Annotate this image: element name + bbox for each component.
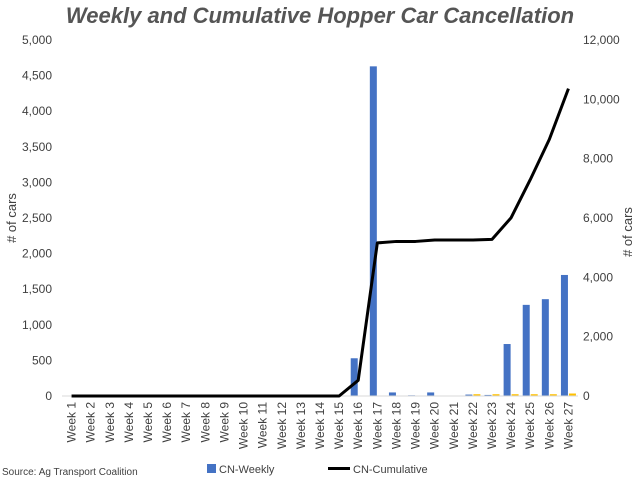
x-tick-label: Week 15 <box>332 402 346 449</box>
x-tick-label: Week 18 <box>389 402 403 449</box>
left-tick-label: 4,000 <box>22 104 52 118</box>
secondary-bar <box>511 394 519 396</box>
x-tick-label: Week 17 <box>370 402 384 449</box>
cumulative-line <box>71 88 570 398</box>
x-tick-label: Week 2 <box>84 402 98 443</box>
x-tick-label: Week 25 <box>523 402 537 449</box>
left-tick-label: 2,500 <box>22 211 52 225</box>
x-tick-label: Week 8 <box>198 402 212 443</box>
chart-title: Weekly and Cumulative Hopper Car Cancell… <box>66 3 574 28</box>
right-tick-label: 4,000 <box>583 270 613 284</box>
x-tick-label: Week 23 <box>485 402 499 449</box>
right-axis-label: # of cars <box>620 207 635 257</box>
x-tick-label: Week 5 <box>141 402 155 443</box>
left-axis-label: # of cars <box>4 193 19 243</box>
x-tick-label: Week 21 <box>447 402 461 449</box>
x-tick-label: Week 7 <box>179 402 193 443</box>
line-series-group <box>71 88 570 398</box>
left-tick-label: 2,000 <box>22 247 52 261</box>
left-tick-label: 3,500 <box>22 140 52 154</box>
secondary-bar <box>549 394 557 396</box>
x-axis-tick-labels: Week 1 Week 2 Week 3 Week 4 Week 5 Week 6 Week… <box>65 402 576 449</box>
right-tick-label: 8,000 <box>583 152 613 166</box>
right-tick-label: 12,000 <box>583 33 620 47</box>
x-tick-label: Week 12 <box>275 402 289 449</box>
secondary-bar <box>492 394 500 396</box>
left-axis-tick-labels: 0 500 1,000 1,500 2,000 2,500 3,000 3,500 4,000 4… <box>22 33 52 403</box>
left-tick-label: 4,500 <box>22 69 52 83</box>
bar-series-group <box>350 66 576 397</box>
legend-label-weekly: CN-Weekly <box>219 464 275 476</box>
weekly-bar <box>484 394 492 396</box>
left-tick-label: 1,000 <box>22 318 52 332</box>
x-tick-label: Week 1 <box>65 402 79 443</box>
x-tick-label: Week 19 <box>409 402 423 449</box>
x-tick-label: Week 20 <box>428 402 442 449</box>
right-tick-label: 6,000 <box>583 211 613 225</box>
right-tick-label: 0 <box>583 389 590 403</box>
secondary-bar <box>473 394 481 396</box>
right-tick-label: 2,000 <box>583 330 613 344</box>
x-tick-label: Week 14 <box>313 402 327 449</box>
legend-label-cumulative: CN-Cumulative <box>353 464 428 476</box>
x-tick-label: Week 27 <box>561 402 575 449</box>
secondary-bar <box>568 393 576 396</box>
x-tick-label: Week 26 <box>542 402 556 449</box>
weekly-bar <box>541 299 549 396</box>
left-tick-label: 3,000 <box>22 175 52 189</box>
x-tick-label: Week 13 <box>294 402 308 449</box>
weekly-bar <box>388 392 396 396</box>
legend: CN-Weekly CN-Cumulative <box>207 464 428 476</box>
left-tick-label: 5,000 <box>22 33 52 47</box>
x-tick-label: Week 9 <box>217 402 231 443</box>
weekly-bar <box>427 392 435 396</box>
left-tick-label: 1,500 <box>22 282 52 296</box>
source-note: Source: Ag Transport Coalition <box>2 467 138 478</box>
right-axis-tick-labels: 0 2,000 4,000 6,000 8,000 10,000 12,000 <box>583 33 620 403</box>
x-tick-label: Week 16 <box>351 402 365 449</box>
x-tick-label: Week 10 <box>237 402 251 449</box>
x-tick-label: Week 4 <box>122 402 136 443</box>
weekly-bar <box>503 344 511 396</box>
x-tick-label: Week 3 <box>103 402 117 443</box>
x-tick-label: Week 6 <box>160 402 174 443</box>
legend-swatch-weekly <box>207 464 216 473</box>
secondary-bar <box>530 394 538 396</box>
weekly-bar <box>465 394 473 396</box>
x-tick-label: Week 11 <box>256 402 270 449</box>
right-tick-label: 10,000 <box>583 92 620 106</box>
x-tick-label: Week 24 <box>504 402 518 449</box>
weekly-bar <box>522 304 530 396</box>
left-tick-label: 0 <box>45 389 52 403</box>
x-tick-label: Week 22 <box>466 402 480 449</box>
left-tick-label: 500 <box>32 353 52 367</box>
weekly-bar <box>560 274 568 396</box>
weekly-bar <box>369 66 377 397</box>
weekly-bar <box>350 358 358 396</box>
